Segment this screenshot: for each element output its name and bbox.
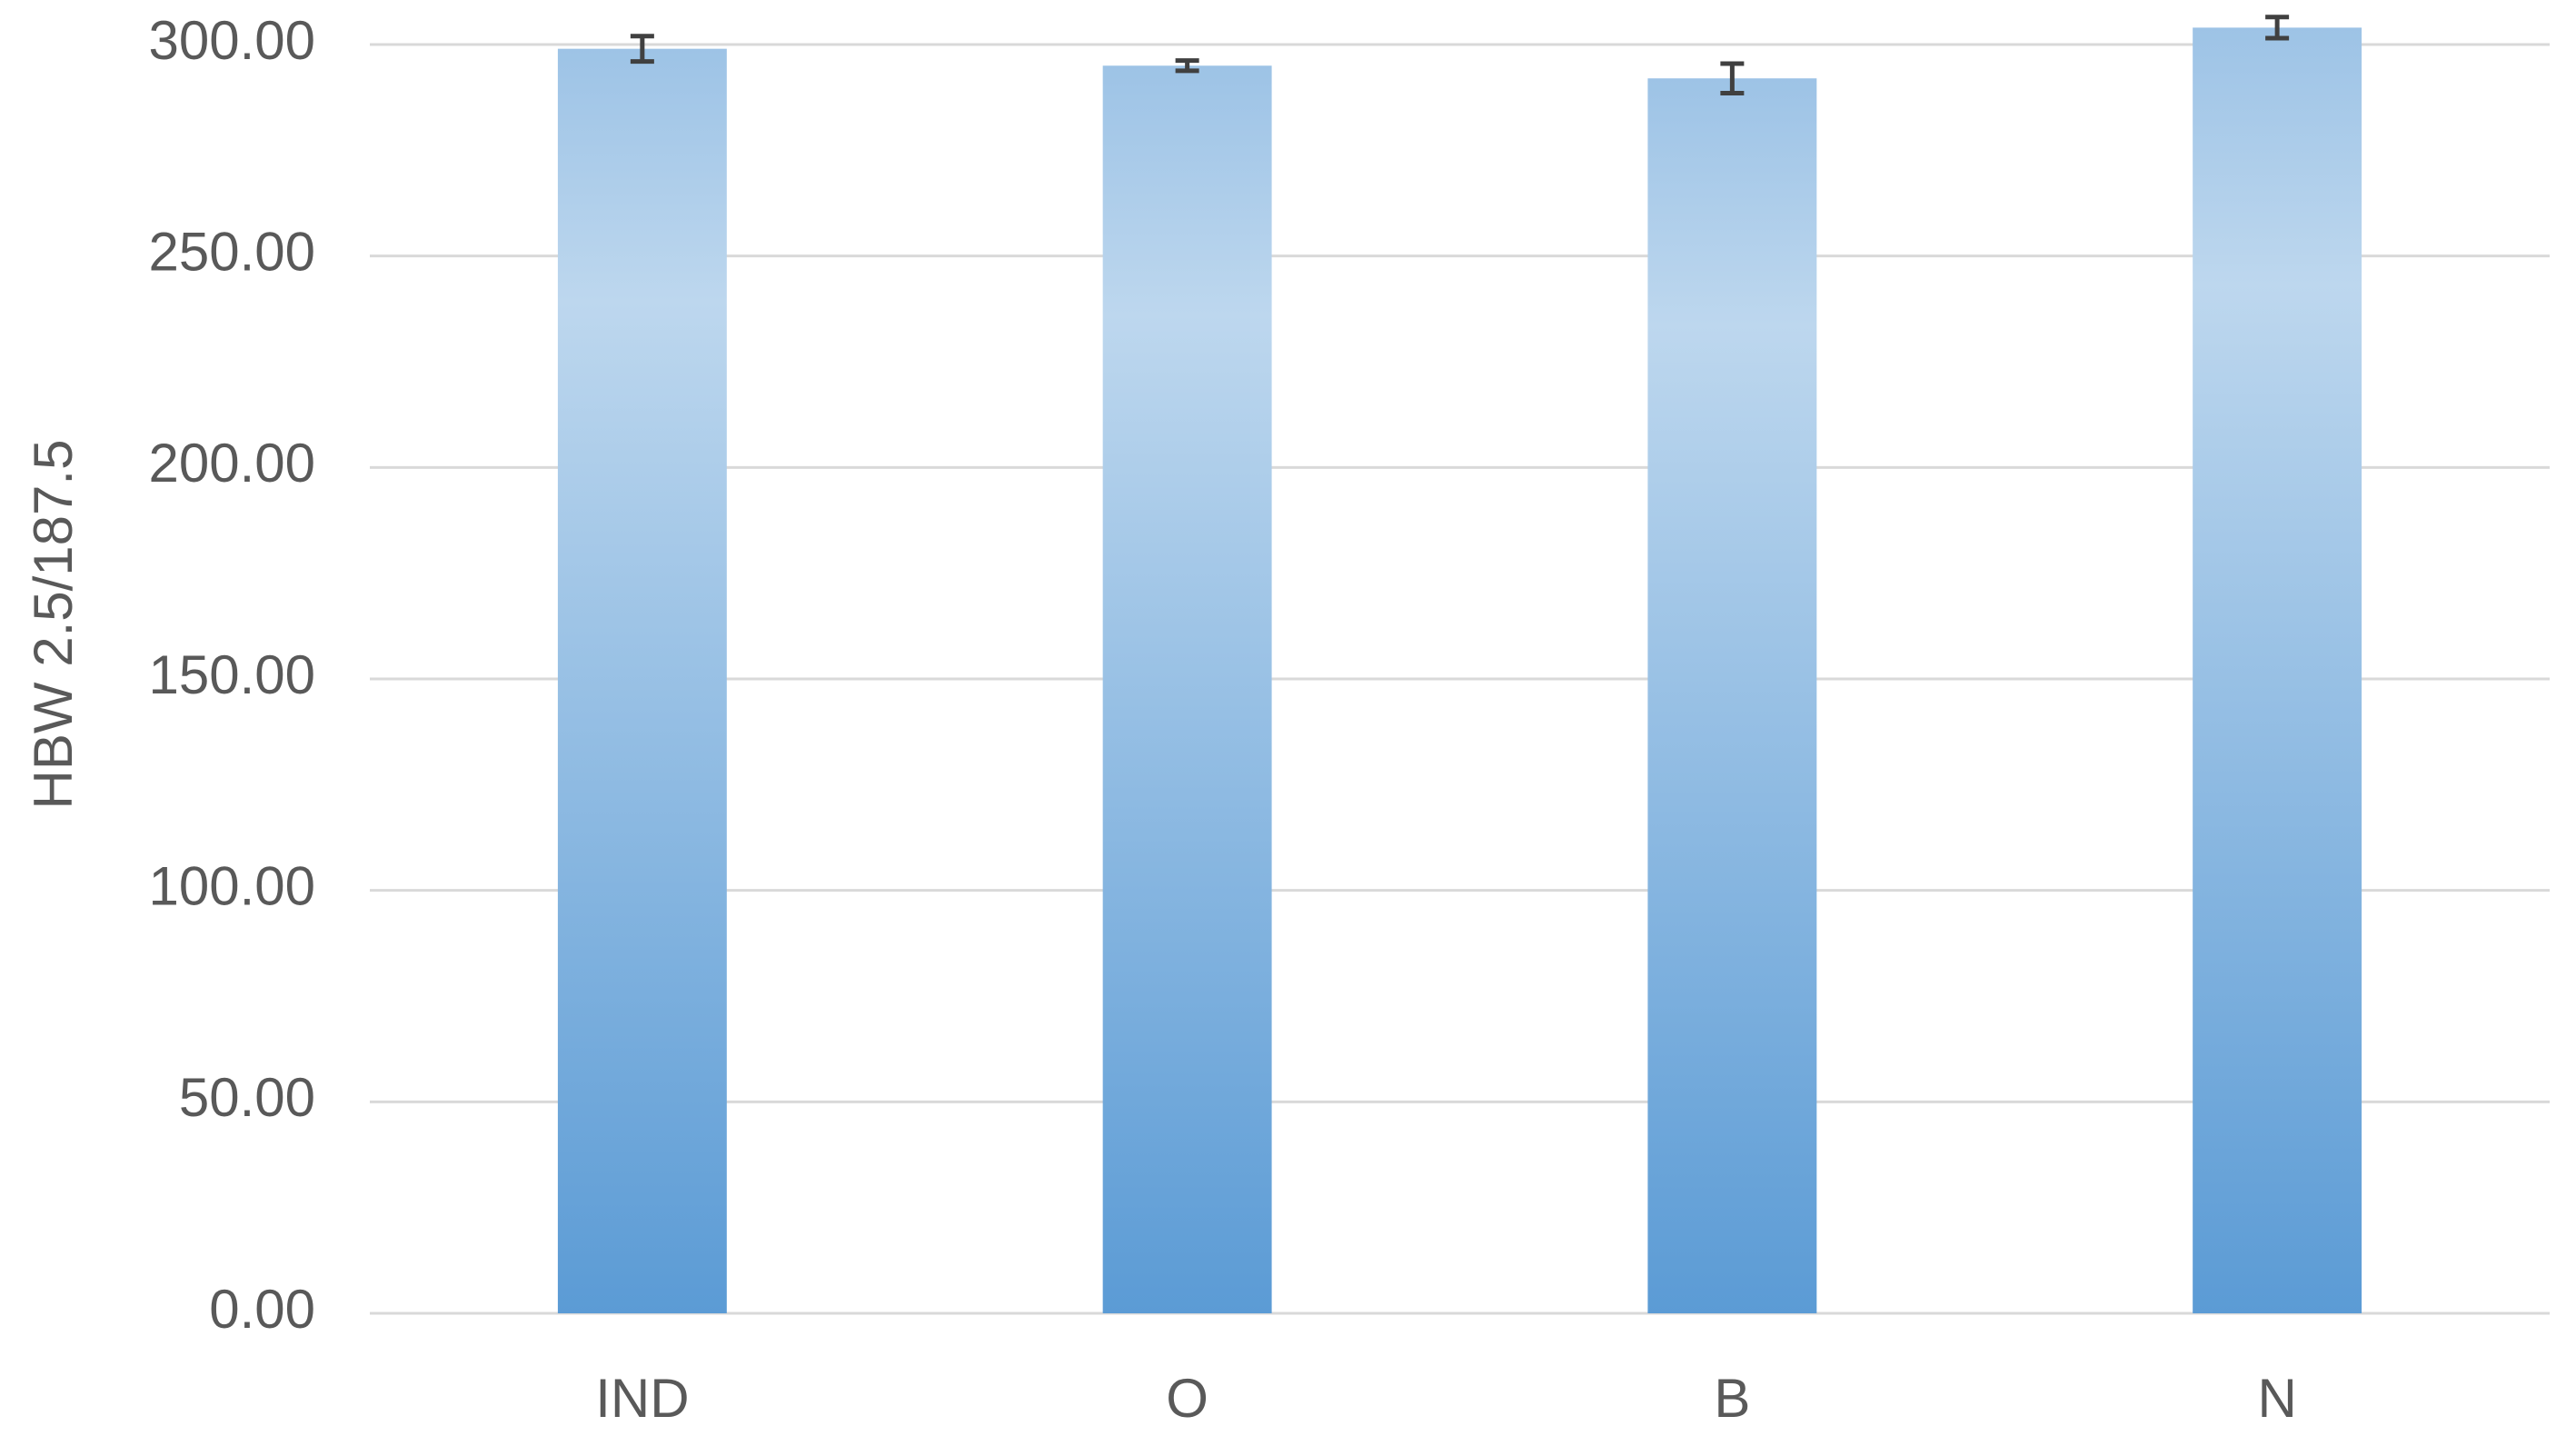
error-bar — [1720, 61, 1745, 96]
bar — [1102, 65, 1272, 1313]
x-tick-label: IND — [595, 1368, 689, 1429]
error-bar — [1175, 58, 1199, 74]
y-tick-label: 0.00 — [209, 1279, 315, 1340]
y-tick-label: 200.00 — [148, 433, 315, 494]
y-axis-title: HBW 2.5/187.5 — [23, 440, 84, 810]
bar — [557, 48, 727, 1314]
y-tick-label: 150.00 — [148, 644, 315, 705]
y-tick-label: 300.00 — [148, 10, 315, 71]
y-tick-label: 100.00 — [148, 856, 315, 917]
x-tick-label: O — [1166, 1368, 1208, 1429]
x-tick-label: B — [1714, 1368, 1750, 1429]
x-tick-label: N — [2257, 1368, 2296, 1429]
error-bar — [2265, 15, 2290, 41]
bar — [2193, 27, 2362, 1313]
bar — [1647, 78, 1817, 1313]
y-tick-label: 250.00 — [148, 222, 315, 283]
error-bar — [630, 34, 654, 65]
y-tick-label: 50.00 — [179, 1067, 315, 1128]
